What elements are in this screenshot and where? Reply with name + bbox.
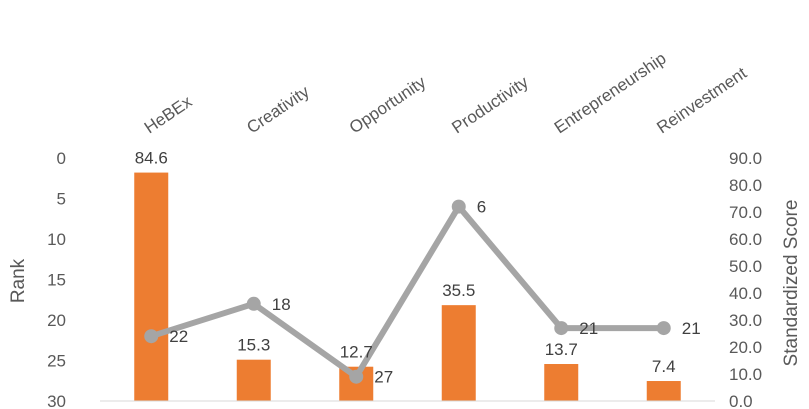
bar [134, 172, 169, 401]
rank-marker [246, 296, 261, 311]
rank-marker [554, 321, 569, 336]
rank-marker [144, 329, 159, 344]
bar-value-label: 35.5 [442, 281, 475, 300]
bar-value-label: 84.6 [135, 149, 168, 168]
right-tick-label: 10.0 [729, 365, 762, 384]
category-label: Reinvestment [653, 63, 750, 137]
right-axis-title: Standardized Score [781, 200, 802, 367]
left-tick-label: 20 [47, 311, 66, 330]
left-tick-label: 25 [47, 352, 66, 371]
rank-value-label: 27 [374, 368, 393, 387]
right-tick-label: 80.0 [729, 176, 762, 195]
bar [441, 305, 476, 401]
left-axis-ticks: 0 5 10 15 20 25 30 [47, 149, 66, 409]
rank-line [148, 203, 667, 380]
bar-series [134, 172, 681, 401]
right-tick-label: 60.0 [729, 230, 762, 249]
rank-value-label: 6 [477, 198, 486, 217]
category-label: Creativity [243, 82, 313, 138]
rank-value-label: 18 [272, 295, 291, 314]
bar [544, 364, 579, 401]
right-tick-label: 40.0 [729, 284, 762, 303]
rank-marker [451, 199, 466, 214]
right-axis-ticks: 0.0 10.0 20.0 30.0 40.0 50.0 60.0 70.0 80.0 90.0 [729, 149, 762, 409]
left-tick-label: 5 [57, 190, 66, 209]
line-series [144, 199, 671, 384]
right-tick-label: 20.0 [729, 338, 762, 357]
category-label: HeBEx [141, 92, 196, 138]
left-tick-label: 15 [47, 271, 66, 290]
rank-marker [656, 321, 671, 336]
right-tick-label: 70.0 [729, 203, 762, 222]
right-tick-label: 30.0 [729, 311, 762, 330]
bar-value-label: 15.3 [237, 336, 270, 355]
category-label: Opportunity [346, 72, 430, 137]
bar [646, 381, 681, 401]
rank-value-label: 21 [682, 319, 701, 338]
bar-value-label: 12.7 [340, 343, 373, 362]
category-label: Entrepreneurship [551, 49, 670, 138]
category-labels: HeBEx Creativity Opportunity Productivity En… [141, 49, 751, 138]
right-tick-label: 50.0 [729, 257, 762, 276]
left-tick-label: 30 [47, 392, 66, 409]
rank-value-label: 22 [169, 327, 188, 346]
bar-value-label: 7.4 [652, 357, 676, 376]
bar [236, 359, 271, 401]
left-tick-label: 0 [57, 149, 66, 168]
data-labels: 84.6 15.3 12.7 35.5 13.7 7.4 22 18 27 6 21 21 [135, 149, 701, 387]
category-label: Productivity [448, 72, 532, 137]
rank-marker [349, 369, 364, 384]
left-axis-title: Rank [8, 258, 29, 303]
bar-value-label: 13.7 [545, 340, 578, 359]
right-tick-label: 0.0 [729, 392, 753, 409]
right-tick-label: 90.0 [729, 149, 762, 168]
left-tick-label: 10 [47, 230, 66, 249]
rank-value-label: 21 [579, 319, 598, 338]
